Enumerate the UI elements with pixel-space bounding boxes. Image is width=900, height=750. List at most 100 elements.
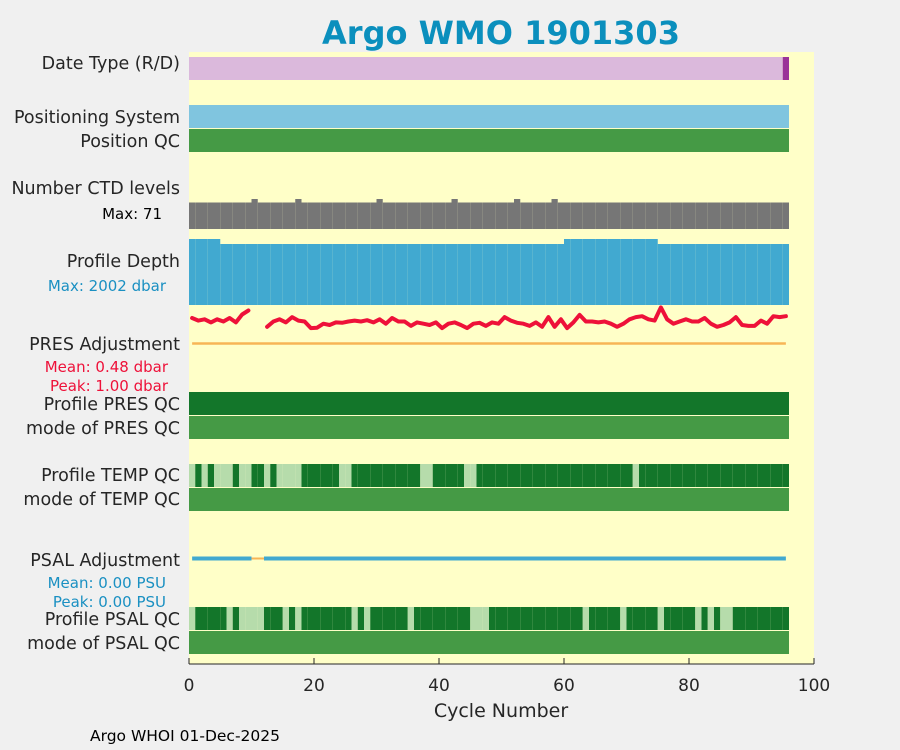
profile-psal-qc-bar <box>632 607 639 630</box>
ctd-level-bar <box>689 202 696 229</box>
row-label-psal-adjustment: PSAL Adjustment <box>30 551 180 571</box>
ctd-level-bar <box>695 202 702 229</box>
ctd-level-bar <box>582 202 589 229</box>
profile-depth-bar <box>526 244 533 305</box>
profile-temp-qc-bar <box>470 464 477 487</box>
ctd-level-bar <box>576 202 583 229</box>
row-label-date-type: Date Type (R/D) <box>42 54 180 74</box>
profile-temp-qc-bar <box>514 464 521 487</box>
profile-depth-bar <box>376 244 383 305</box>
mode-temp-qc-bar <box>189 488 789 511</box>
profile-psal-qc-bar <box>439 607 446 630</box>
profile-psal-qc-bar <box>614 607 621 630</box>
ctd-level-bar <box>451 199 458 229</box>
profile-psal-qc-bar <box>639 607 646 630</box>
profile-psal-qc-bar <box>289 607 296 630</box>
position-qc-bar <box>189 129 789 152</box>
profile-temp-qc-bar <box>676 464 683 487</box>
profile-psal-qc-bar <box>201 607 208 630</box>
profile-psal-qc-bar <box>270 607 277 630</box>
profile-temp-qc-bar <box>720 464 727 487</box>
profile-psal-qc-bar <box>670 607 677 630</box>
profile-psal-qc-bar <box>757 607 764 630</box>
profile-depth-bar <box>651 239 658 305</box>
profile-temp-qc-bar <box>564 464 571 487</box>
profile-depth-bar <box>214 239 221 305</box>
profile-depth-bar <box>289 244 296 305</box>
profile-depth-bar <box>226 244 233 305</box>
ctd-level-bar <box>420 202 427 229</box>
profile-depth-bar <box>614 239 621 305</box>
profile-psal-qc-bar <box>576 607 583 630</box>
ctd-level-bar <box>276 202 283 229</box>
profile-depth-bar <box>551 244 558 305</box>
profile-psal-qc-bar <box>501 607 508 630</box>
profile-depth-bar <box>264 244 271 305</box>
profile-depth-bar <box>539 244 546 305</box>
ctd-level-bar <box>289 202 296 229</box>
ctd-level-bar <box>714 202 721 229</box>
profile-psal-qc-bar <box>514 607 521 630</box>
profile-temp-qc-bar <box>739 464 746 487</box>
profile-psal-qc-bar <box>407 607 414 630</box>
ctd-level-bar <box>570 202 577 229</box>
ctd-level-bar <box>351 202 358 229</box>
profile-psal-qc-bar <box>489 607 496 630</box>
profile-depth-bar <box>714 244 721 305</box>
profile-temp-qc-bar <box>339 464 346 487</box>
profile-psal-qc-bar <box>457 607 464 630</box>
profile-temp-qc-bar <box>214 464 221 487</box>
profile-psal-qc-bar <box>345 607 352 630</box>
row-label-profile-pres-qc: Profile PRES QC <box>44 395 180 415</box>
profile-temp-qc-bar <box>395 464 402 487</box>
profile-psal-qc-bar <box>551 607 558 630</box>
profile-temp-qc-bar <box>482 464 489 487</box>
x-tick-label: 20 <box>303 676 325 696</box>
ctd-level-bar <box>745 202 752 229</box>
profile-psal-qc-bar <box>382 607 389 630</box>
ctd-level-bar <box>482 202 489 229</box>
ctd-level-bar <box>564 202 571 229</box>
profile-depth-bar <box>564 239 571 305</box>
ctd-level-bar <box>232 202 239 229</box>
ctd-level-bar <box>270 202 277 229</box>
ctd-level-bar <box>645 202 652 229</box>
profile-depth-bar <box>414 244 421 305</box>
profile-psal-qc-bar <box>376 607 383 630</box>
ctd-level-bar <box>720 202 727 229</box>
profile-psal-qc-bar <box>482 607 489 630</box>
profile-temp-qc-bar <box>539 464 546 487</box>
ctd-level-bar <box>207 202 214 229</box>
profile-depth-bar <box>314 244 321 305</box>
profile-psal-qc-bar <box>570 607 577 630</box>
profile-temp-qc-bar <box>507 464 514 487</box>
ctd-level-bar <box>770 202 777 229</box>
profile-temp-qc-bar <box>645 464 652 487</box>
ctd-level-bar <box>501 202 508 229</box>
ctd-level-bar <box>495 202 502 229</box>
profile-depth-bar <box>545 244 552 305</box>
profile-psal-qc-bar <box>220 607 227 630</box>
profile-depth-bar <box>332 244 339 305</box>
profile-psal-qc-bar <box>751 607 758 630</box>
profile-depth-bar <box>495 244 502 305</box>
profile-temp-qc-bar <box>726 464 733 487</box>
profile-temp-qc-bar <box>664 464 671 487</box>
row-label-positioning: Positioning System <box>14 108 180 128</box>
ctd-level-bar <box>195 202 202 229</box>
ctd-level-bar <box>682 202 689 229</box>
row-label-profile-psal-qc: Profile PSAL QC <box>45 610 180 630</box>
profile-temp-qc-bar <box>464 464 471 487</box>
profile-depth-bar <box>395 244 402 305</box>
ctd-level-bar <box>245 202 252 229</box>
profile-depth-bar <box>620 239 627 305</box>
profile-temp-qc-bar <box>751 464 758 487</box>
profile-psal-qc-bar <box>207 607 214 630</box>
profile-depth-bar <box>239 244 246 305</box>
profile-depth-bar <box>251 244 258 305</box>
profile-psal-qc-bar <box>432 607 439 630</box>
profile-depth-bar <box>701 244 708 305</box>
profile-depth-bar <box>707 244 714 305</box>
profile-psal-qc-bar <box>232 607 239 630</box>
profile-depth-bar <box>732 244 739 305</box>
